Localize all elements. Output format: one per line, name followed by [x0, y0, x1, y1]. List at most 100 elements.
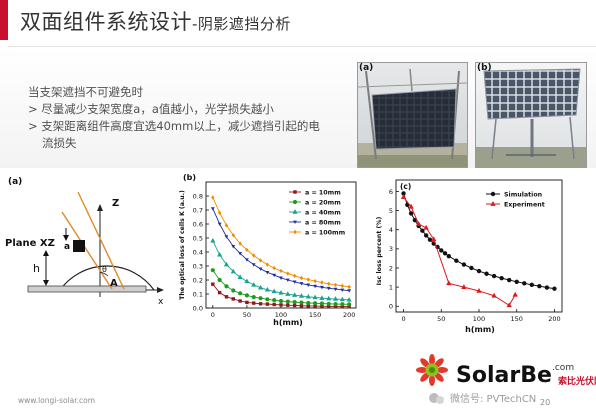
- chart-b-legend-label-4: a = 100mm: [305, 229, 346, 236]
- chart-c-series-0-point: [469, 265, 474, 271]
- chart-b-series-3-point: [320, 285, 324, 290]
- photo-b-image: [476, 63, 586, 167]
- chart-b-series-0-point: [286, 303, 290, 307]
- chart-b-series-1-point: [347, 302, 352, 307]
- chart-b-series-0-point: [306, 304, 310, 308]
- chart-b-series-1-point: [251, 294, 256, 300]
- chart-b-series-4-point: [245, 247, 249, 253]
- chart-c-series-0-point: [420, 228, 425, 233]
- chart-c-series-0-point: [461, 262, 467, 267]
- page-title: 双面组件系统设计-阴影遮挡分析: [20, 6, 291, 36]
- chart-c-series-1-point: [400, 194, 407, 200]
- chart-b-series-0-point: [299, 304, 304, 308]
- chart-b-legend-marker-0: [293, 190, 297, 194]
- chart-c-ytick-label: 0: [389, 303, 393, 311]
- chart-b-series-0-point: [347, 304, 351, 309]
- chart-b-series-1-point: [299, 300, 304, 305]
- photo-a: [357, 62, 468, 168]
- bullet-item-2-line-1: > 支架距离组件高度宜选40mm以上，减少遮挡引起的电: [28, 119, 320, 133]
- chart-b-series-3-point: [217, 222, 222, 227]
- chart-c-series-1-point: [446, 280, 452, 286]
- support-block: [73, 240, 85, 252]
- chart-c-series-0-point: [439, 248, 444, 253]
- chart-b-series-3-point: [238, 252, 242, 256]
- chart-b-series-4-point: [313, 278, 317, 284]
- bullet-list: 当支架遮挡不可避免时 > 尽量减少支架宽度a，a值越小，光学损失越小 > 支架距…: [28, 84, 363, 152]
- chart-c-series-1-point: [408, 203, 414, 209]
- chart-b-series-3-point: [272, 273, 277, 278]
- chart-c-series-0-point: [484, 271, 489, 276]
- photo-b: [475, 62, 587, 168]
- shading-ray-right: [77, 191, 125, 290]
- chart-b-series-0-point: [340, 304, 345, 309]
- chart-b-series-2-point: [285, 291, 291, 296]
- chart-b-xtick-label: 150: [309, 311, 321, 319]
- chart-c-xtick-label: 200: [548, 315, 560, 323]
- chart-b-series-2-point: [305, 293, 311, 299]
- chart-b-series-1-point: [278, 298, 284, 304]
- chart-c-series-0-point: [491, 273, 497, 279]
- chart-b-legend-label-0: a = 10mm: [305, 189, 341, 196]
- a-arrow-head: [63, 235, 69, 241]
- chart-b-series-2-point: [264, 286, 270, 292]
- chart-c-legend-marker-0: [490, 191, 496, 197]
- chart-b-ytick-label: 0.0: [193, 304, 203, 312]
- chart-c-series-0-point: [514, 279, 519, 284]
- chart-b-series-3-point: [292, 280, 297, 284]
- title-main: 双面组件系统设计: [20, 10, 192, 34]
- h-arrow-top: [43, 250, 49, 256]
- chart-b-series-1-point: [333, 301, 338, 307]
- chart-b-ylabel: The optical loss of cells K (a.u.): [179, 190, 186, 300]
- chart-b-series-2-point: [278, 290, 284, 295]
- chart-b-legend-marker-2: [292, 209, 298, 214]
- chart-c-series-0-point: [499, 275, 504, 281]
- chart-c-legend-label-1: Experiment: [504, 201, 545, 208]
- optical-loss-chart: (b) h(mm) The optical loss of cells K (a…: [176, 170, 362, 330]
- chart-b-series-4-point: [252, 253, 256, 258]
- chart-b-series-0-point: [320, 304, 324, 308]
- chart-b-panel-label: (b): [183, 173, 196, 182]
- chart-b-series-4-point: [292, 273, 297, 279]
- chart-b-series-3-point: [245, 258, 249, 262]
- sunflower-logo-icon: [416, 354, 448, 386]
- chart-b-series-4-point: [217, 210, 222, 216]
- chart-c-series-0-point: [423, 233, 429, 238]
- chart-b-series-3-point: [251, 263, 256, 267]
- chart-c-series-0-point: [529, 282, 535, 288]
- chart-b-series-0-point: [217, 290, 222, 295]
- chart-b-series-2-point: [326, 295, 332, 301]
- chart-c-series-0-point: [442, 251, 448, 256]
- chart-c-series-1-point: [476, 287, 482, 293]
- chart-b-ytick-label: 0.1: [193, 290, 203, 298]
- chart-b-series-2-point: [346, 297, 352, 302]
- chart-b-ytick-label: 0.4: [193, 248, 203, 256]
- chart-b-series-1-point: [224, 284, 229, 289]
- chart-c-series-1-point: [512, 291, 518, 297]
- chart-c-xlabel: h(mm): [465, 325, 495, 334]
- chart-b-series-0-point: [258, 302, 263, 306]
- chart-c-series-0-point: [506, 277, 512, 283]
- chart-c-xtick-label: 100: [473, 315, 485, 323]
- chart-b-series-3-point: [265, 270, 270, 275]
- chart-b-series-4-point: [306, 277, 310, 282]
- chart-b-ytick-label: 0.7: [193, 206, 203, 214]
- watermark-cn-name: 索比光伏网: [558, 375, 596, 387]
- chart-b-series-4-point: [211, 195, 215, 200]
- chart-b-series-0-point: [313, 304, 317, 308]
- chart-b-series-4-point: [340, 283, 345, 289]
- chart-c-series-0-point: [427, 237, 433, 242]
- chart-b-series-1-point: [217, 277, 222, 283]
- chart-c-ytick-label: 2: [389, 264, 393, 272]
- chart-b-series-3-point: [279, 276, 283, 280]
- chart-b-series-3-point: [340, 288, 345, 292]
- chart-b-series-1-point: [319, 301, 325, 306]
- chart-b-series-4-point: [224, 223, 229, 228]
- chart-c-xtick-label: 0: [401, 315, 405, 323]
- footer-url: www.longi-solar.com: [18, 396, 96, 405]
- chart-b-series-1-point: [210, 268, 215, 273]
- chart-b-series-1-point: [258, 296, 263, 301]
- A-label: A: [110, 278, 118, 289]
- chart-b-series-3-point: [210, 207, 215, 211]
- h-arrow-bottom: [43, 280, 49, 286]
- chart-b-series-2-point: [223, 261, 230, 267]
